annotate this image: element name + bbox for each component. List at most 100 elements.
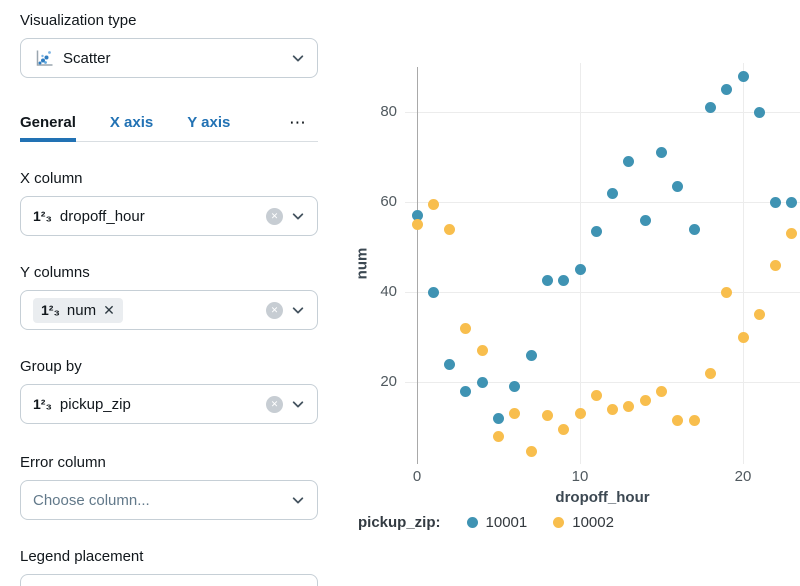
x-tick-label: 20	[734, 468, 752, 485]
error-column-label: Error column	[20, 454, 106, 471]
scatter-point	[607, 187, 619, 199]
clear-icon[interactable]: ✕	[266, 301, 283, 319]
chart-legend: pickup_zip: 10001 10002	[358, 514, 614, 531]
scatter-point	[688, 223, 700, 235]
gridline	[405, 112, 800, 113]
error-column-select[interactable]: Choose column...	[20, 480, 318, 520]
scatter-point	[590, 225, 602, 237]
scatter-point	[444, 358, 456, 370]
group-by-value: pickup_zip	[59, 395, 131, 413]
numeric-type-icon: 1²₃	[33, 208, 52, 224]
legend-swatch-icon	[553, 517, 565, 528]
y-column-chip-text: num	[66, 301, 97, 319]
legend-item[interactable]: 10002	[553, 514, 614, 531]
gridline	[405, 202, 800, 203]
group-by-label: Group by	[20, 358, 82, 375]
tab-general[interactable]: General	[20, 108, 76, 142]
scatter-point	[525, 349, 537, 361]
tab-x-axis[interactable]: X axis	[109, 114, 154, 131]
gridline	[743, 63, 744, 464]
y-tick-label: 40	[380, 283, 397, 300]
scatter-point	[656, 147, 667, 158]
scatter-point	[574, 408, 586, 419]
viz-type-select[interactable]: Scatter	[20, 38, 318, 78]
scatter-point	[476, 345, 488, 356]
clear-icon[interactable]: ✕	[266, 395, 283, 413]
chevron-down-icon	[291, 493, 305, 507]
scatter-point	[770, 196, 782, 208]
scatter-point	[460, 322, 472, 334]
legend-item[interactable]: 10001	[466, 514, 528, 531]
scatter-point	[786, 196, 798, 208]
group-by-select[interactable]: 1²₃ pickup_zip ✕	[20, 384, 318, 424]
scatter-point	[704, 367, 716, 379]
x-column-label: X column	[20, 170, 83, 187]
ellipsis-icon[interactable]: ⋯	[289, 113, 308, 132]
x-column-value: dropoff_hour	[59, 207, 145, 225]
scatter-point	[493, 430, 504, 442]
legend-title: pickup_zip:	[358, 514, 441, 531]
scatter-point	[786, 228, 798, 239]
config-panel: Visualization type Scatter Genera	[20, 12, 318, 586]
scatter-point	[541, 410, 553, 422]
scatter-point	[656, 385, 667, 397]
chevron-down-icon	[291, 397, 305, 411]
chevron-down-icon	[291, 209, 305, 223]
scatter-icon	[33, 47, 55, 69]
scatter-point	[704, 102, 716, 113]
gridline	[405, 382, 800, 383]
scatter-point	[590, 390, 602, 401]
numeric-type-icon: 1²₃	[41, 302, 60, 318]
scatter-point	[574, 264, 586, 275]
legend-swatch-icon	[466, 517, 478, 528]
y-tick-label: 60	[380, 193, 397, 210]
scatter-point	[672, 414, 684, 426]
scatter-point	[753, 309, 765, 320]
scatter-point	[476, 376, 488, 388]
y-tick-label: 20	[380, 373, 397, 390]
scatter-point	[411, 219, 423, 230]
y-columns-select[interactable]: 1²₃ num ✕ ✕	[20, 290, 318, 330]
legend-placement-select[interactable]: Automatic (Flexible)	[20, 574, 318, 586]
chart: num dropoff_hour 20 40 60 80 0 10 20 pickup_zi…	[340, 0, 800, 586]
tab-fade	[256, 108, 284, 141]
scatter-point	[493, 412, 504, 424]
scatter-point	[753, 106, 765, 118]
legend-placement-label: Legend placement	[20, 548, 144, 565]
tab-bar: General X axis Y axis ⋯	[20, 108, 318, 142]
x-axis-title: dropoff_hour	[555, 489, 650, 506]
chevron-down-icon	[291, 51, 305, 65]
chevron-down-icon	[291, 303, 305, 317]
y-tick-label: 80	[380, 103, 397, 120]
y-columns-label: Y columns	[20, 264, 90, 281]
scatter-point	[737, 70, 749, 82]
scatter-point	[623, 156, 635, 167]
scatter-point	[525, 446, 537, 458]
y-column-chip: 1²₃ num ✕	[33, 297, 123, 323]
x-column-select[interactable]: 1²₃ dropoff_hour ✕	[20, 196, 318, 236]
chip-remove-icon[interactable]: ✕	[103, 301, 115, 318]
scatter-point	[607, 403, 619, 415]
x-tick-label: 10	[571, 468, 589, 485]
scatter-point	[558, 275, 570, 287]
legend-item-label: 10001	[485, 514, 528, 531]
scatter-point	[639, 214, 651, 226]
scatter-point	[411, 210, 423, 221]
clear-icon[interactable]: ✕	[266, 207, 283, 225]
scatter-point	[509, 381, 521, 392]
error-column-placeholder: Choose column...	[33, 491, 150, 509]
x-tick-label: 0	[412, 468, 422, 485]
scatter-point	[737, 331, 749, 343]
viz-type-label: Visualization type	[20, 12, 137, 29]
gridline	[417, 67, 418, 464]
viz-type-value: Scatter	[63, 49, 111, 67]
scatter-point	[509, 408, 521, 419]
gridline	[405, 292, 800, 293]
tab-y-axis[interactable]: Y axis	[187, 114, 231, 131]
scatter-point	[770, 259, 782, 271]
scatter-point	[460, 385, 472, 397]
scatter-point	[444, 223, 456, 235]
scatter-point	[721, 286, 733, 298]
scatter-point	[721, 84, 733, 95]
scatter-point	[672, 180, 684, 192]
